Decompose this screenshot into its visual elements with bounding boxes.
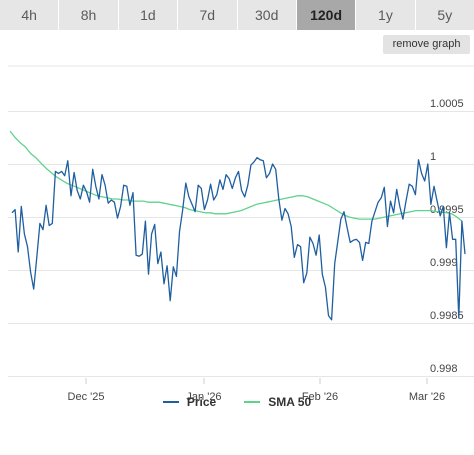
legend-item-sma[interactable]: SMA 50 (244, 395, 311, 409)
chart-legend: Price SMA 50 (0, 392, 474, 412)
y-tick-label: 0.999 (430, 257, 458, 269)
x-tick-label: Jan '26 (186, 391, 221, 403)
y-tick-label: 1 (430, 151, 436, 163)
y-tick-label: 1.0005 (430, 98, 464, 110)
time-range-selector: 4h 8h 1d 7d 30d 120d 1y 5y (0, 0, 474, 30)
range-tab-1y[interactable]: 1y (356, 0, 416, 30)
x-axis-labels: Dec '25 Jan '26 Feb '26 Mar '26 (68, 378, 445, 403)
price-legend-swatch (162, 401, 179, 403)
x-tick-label: Dec '25 (68, 391, 105, 403)
chart-grid (8, 65, 474, 377)
legend-label-price: Price (186, 395, 217, 409)
x-tick-label: Mar '26 (409, 391, 445, 403)
y-tick-label: 0.998 (430, 363, 458, 375)
range-tab-5y[interactable]: 5y (415, 0, 474, 30)
legend-label-sma: SMA 50 (268, 395, 312, 409)
sma-legend-swatch (244, 401, 261, 403)
range-tab-4h[interactable]: 4h (0, 0, 60, 30)
chart-series (9, 130, 466, 321)
remove-graph-button[interactable]: remove graph (383, 35, 470, 54)
range-tab-1d[interactable]: 1d (118, 0, 179, 30)
y-tick-label: 0.9985 (430, 310, 464, 322)
legend-item-price[interactable]: Price (162, 395, 217, 409)
range-tab-8h[interactable]: 8h (59, 0, 119, 30)
range-tab-30d[interactable]: 30d (237, 0, 297, 30)
range-tab-7d[interactable]: 7d (178, 0, 238, 30)
range-tab-120d[interactable]: 120d (296, 0, 357, 30)
x-tick-label: Feb '26 (302, 391, 338, 403)
price-line (11, 156, 466, 321)
y-tick-label: 0.9995 (430, 204, 464, 216)
